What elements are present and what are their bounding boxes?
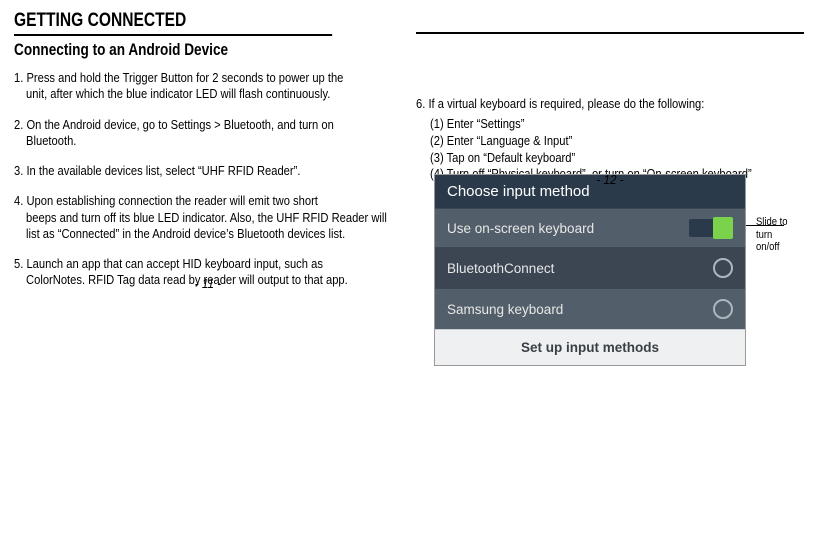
callout-label: Slide toturn on/off (756, 216, 788, 253)
step-text-cont: Bluetooth. (14, 133, 401, 149)
spacer (416, 38, 804, 96)
substep-2: (2) Enter “Language & Input” (430, 133, 803, 150)
android-input-method-dialog: Choose input method Use on-screen keyboa… (434, 174, 746, 366)
radio-icon (713, 258, 733, 278)
step-text: Upon establishing connection the reader … (26, 193, 317, 208)
header-rule (416, 0, 804, 34)
section-subheading: Connecting to an Android Device (14, 40, 324, 60)
step-text-cont: unit, after which the blue indicator LED… (14, 86, 401, 102)
substep-3: (3) Tap on “Default keyboard” (430, 150, 803, 167)
page: GETTING CONNECTED Connecting to an Andro… (0, 0, 814, 547)
dialog-row-bluetoothconnect[interactable]: BluetoothConnect (435, 247, 745, 288)
step-4: 4. Upon establishing connection the read… (14, 193, 401, 242)
left-column: GETTING CONNECTED Connecting to an Andro… (14, 0, 402, 303)
row-label: Use on-screen keyboard (447, 221, 594, 236)
step-3: 3. In the available devices list, select… (14, 163, 401, 179)
row-label: BluetoothConnect (447, 261, 554, 276)
step-text: In the available devices list, select “U… (26, 163, 300, 178)
right-column: 6. If a virtual keyboard is required, pl… (416, 0, 804, 199)
radio-icon (713, 299, 733, 319)
callout-text: Slide toturn on/off (756, 216, 797, 254)
step-text: Launch an app that can accept HID keyboa… (26, 256, 322, 271)
dialog-footer-button[interactable]: Set up input methods (435, 329, 745, 365)
step-1: 1. Press and hold the Trigger Button for… (14, 70, 401, 103)
page-number-left: - 11 - (33, 276, 382, 291)
page-number-right: - 12 - (435, 172, 784, 187)
substep-1: (1) Enter “Settings” (430, 116, 803, 133)
step-text: If a virtual keyboard is required, pleas… (428, 96, 704, 111)
toggle-onscreen-keyboard[interactable] (689, 219, 733, 237)
step-number: 5. (14, 256, 23, 271)
row-label: Samsung keyboard (447, 302, 563, 317)
step-number: 6. (416, 96, 425, 111)
step-6: 6. If a virtual keyboard is required, pl… (416, 96, 803, 112)
step-number: 4. (14, 193, 23, 208)
step-text: On the Android device, go to Settings > … (26, 117, 333, 132)
toggle-knob (713, 217, 733, 239)
dialog-row-samsung-keyboard[interactable]: Samsung keyboard (435, 288, 745, 329)
dialog-row-onscreen-keyboard[interactable]: Use on-screen keyboard (435, 208, 745, 247)
step-number: 2. (14, 117, 23, 132)
step-text: Press and hold the Trigger Button for 2 … (26, 70, 343, 85)
step-2: 2. On the Android device, go to Settings… (14, 117, 401, 150)
step-number: 3. (14, 163, 23, 178)
step-text-cont: beeps and turn off its blue LED indicato… (14, 210, 401, 243)
section-heading: GETTING CONNECTED (14, 0, 332, 36)
step-number: 1. (14, 70, 23, 85)
